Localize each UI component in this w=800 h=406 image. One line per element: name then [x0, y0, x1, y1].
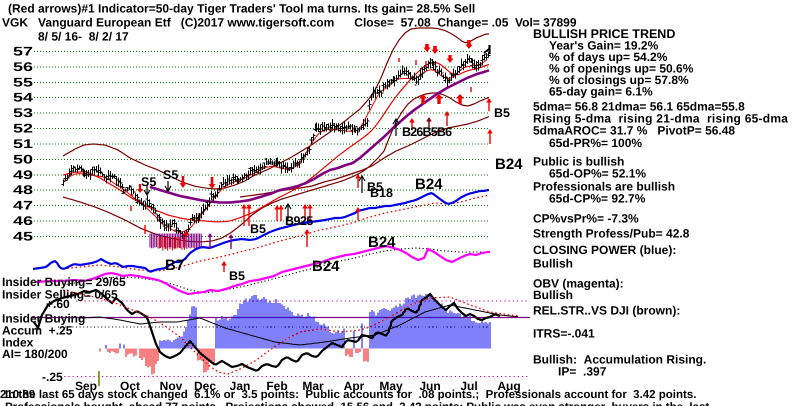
svg-text:Sep: Sep [75, 379, 97, 393]
svg-text:5dmaAROC= 31.7 % PivotP= 56.: 5dmaAROC= 31.7 % PivotP= 56.48 [533, 124, 735, 138]
svg-text:OBV (magenta):: OBV (magenta): [533, 277, 624, 291]
svg-text:% of openings up= 50.6%: % of openings up= 50.6% [549, 62, 694, 76]
svg-text:Year's Gain= 19.2%: Year's Gain= 19.2% [549, 39, 659, 53]
svg-text:5dma= 56.8 21dma= 56.1 65dma=5: 5dma= 56.8 21dma= 56.1 65dma=55.8 [533, 100, 745, 114]
svg-text:REL.STR..VS DJI (brown):: REL.STR..VS DJI (brown): [533, 304, 680, 318]
svg-text:CP%vsPr%= -7.3%: CP%vsPr%= -7.3% [533, 212, 639, 226]
svg-text:B18: B18 [370, 186, 393, 200]
svg-text:Professionals are bullish: Professionals are bullish [533, 180, 675, 194]
svg-text:B7: B7 [165, 257, 184, 274]
svg-text:% of days up= 54.2%: % of days up= 54.2% [549, 50, 668, 64]
svg-text:Insider Buying: Insider Buying [2, 312, 85, 326]
svg-text:Jul: Jul [460, 379, 477, 393]
svg-text:Bullish: Bullish [533, 288, 573, 302]
svg-text:B24: B24 [415, 176, 443, 193]
svg-text:57: 57 [13, 45, 33, 59]
svg-text:52: 52 [13, 122, 33, 136]
svg-text:Strength Profess/Pub= 42.8: Strength Profess/Pub= 42.8 [533, 227, 690, 241]
svg-text:Insider Buying= 29/65: Insider Buying= 29/65 [2, 275, 126, 289]
svg-text:VGK Vanguard European Etf: VGK Vanguard European Etf (C)2017 www.ti… [2, 16, 577, 30]
svg-text:May: May [379, 379, 403, 393]
svg-text:B5: B5 [367, 180, 383, 194]
svg-text:65d-OP%= 52.1%: 65d-OP%= 52.1% [549, 167, 646, 181]
svg-text:B5: B5 [250, 222, 266, 236]
svg-text:Feb: Feb [266, 379, 287, 393]
svg-text:Bullish: Accumulation Rising.: Bullish: Accumulation Rising. [533, 353, 706, 367]
svg-text:65d-CP%= 92.7%: 65d-CP%= 92.7% [549, 192, 646, 206]
svg-text:Index: Index [2, 336, 34, 350]
svg-text:Rising 5-dma rising 21-dma r: Rising 5-dma rising 21-dma rising 65-dma [533, 112, 788, 126]
svg-text:In the last 65 days stock chan: In the last 65 days stock changed 6.1% o… [5, 389, 696, 401]
svg-text:B24: B24 [495, 156, 523, 173]
svg-text:Bullish: Bullish [533, 257, 573, 271]
svg-text:IP= .397: IP= .397 [558, 365, 607, 379]
svg-text:Accum +.25: Accum +.25 [2, 324, 73, 338]
svg-text:45: 45 [13, 230, 33, 244]
svg-text:50: 50 [13, 152, 33, 166]
svg-text:54: 54 [13, 91, 33, 105]
svg-text:Apr: Apr [344, 379, 365, 393]
svg-text:B5: B5 [494, 106, 510, 120]
svg-text:Insider Selling= 0/65: Insider Selling= 0/65 [2, 288, 118, 302]
svg-text:B925: B925 [285, 214, 313, 228]
svg-text:Professionals bought ahead 77: Professionals bought ahead 77 points. Pr… [5, 402, 712, 406]
svg-text:Public is bullish: Public is bullish [533, 155, 624, 169]
svg-text:-.25: -.25 [42, 370, 63, 384]
svg-text:(Red arrows)#1 Indicator=50-da: (Red arrows)#1 Indicator=50-day Tiger Tr… [8, 2, 475, 16]
svg-text:Jun: Jun [419, 379, 440, 393]
svg-text:8/ 5/ 16- 8/ 2/ 17: 8/ 5/ 16- 8/ 2/ 17 [38, 30, 129, 44]
svg-text:49: 49 [13, 168, 33, 182]
svg-text:Dec: Dec [194, 379, 216, 393]
svg-text:BULLISH PRICE TREND: BULLISH PRICE TREND [533, 27, 675, 41]
svg-text:47: 47 [13, 199, 33, 213]
svg-text:46: 46 [13, 214, 33, 228]
svg-text:Aug: Aug [497, 379, 520, 393]
svg-text:Mar: Mar [302, 379, 324, 393]
svg-text:53: 53 [13, 106, 33, 120]
svg-text:% of closings up= 57.8%: % of closings up= 57.8% [549, 73, 689, 87]
svg-text:B5: B5 [229, 269, 245, 283]
svg-text:Jan: Jan [230, 379, 251, 393]
svg-text:S5: S5 [163, 168, 178, 182]
svg-text:Nov: Nov [160, 379, 183, 393]
svg-text:65d-PR%= 100%: 65d-PR%= 100% [549, 136, 642, 150]
svg-text:Oct: Oct [120, 379, 140, 393]
svg-text:B24: B24 [312, 258, 340, 275]
svg-text:55: 55 [13, 75, 33, 89]
svg-text:51: 51 [13, 137, 33, 151]
svg-text:48: 48 [13, 183, 33, 197]
svg-text:65-day gain= 6.1%: 65-day gain= 6.1% [549, 85, 653, 99]
svg-text:CLOSING POWER (blue):: CLOSING POWER (blue): [533, 243, 676, 257]
svg-text:210.89: 210.89 [0, 389, 35, 401]
svg-text:B26B5B6: B26B5B6 [402, 125, 452, 139]
svg-text:S5: S5 [141, 175, 156, 189]
svg-text:ITRS=-.041: ITRS=-.041 [533, 327, 595, 341]
svg-text:+.60: +.60 [46, 297, 70, 311]
svg-text:56: 56 [13, 60, 33, 74]
svg-text:B24: B24 [368, 234, 396, 251]
svg-text:AI= 180/200: AI= 180/200 [2, 347, 68, 361]
